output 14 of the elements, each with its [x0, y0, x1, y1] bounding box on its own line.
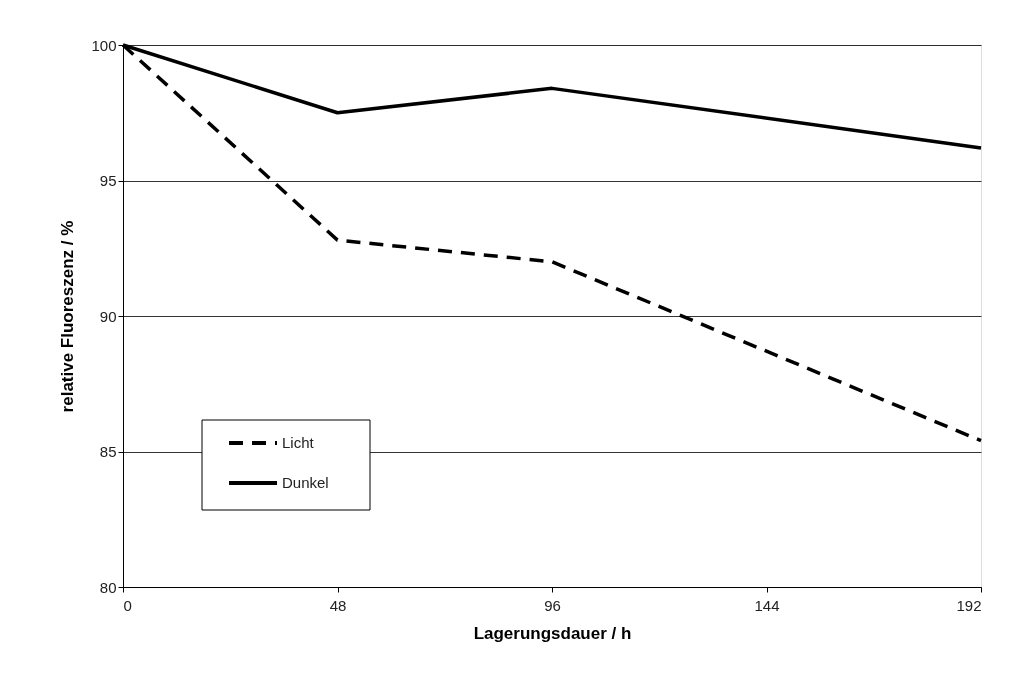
x-axis-title: Lagerungsdauer / h: [473, 623, 632, 643]
legend-label: Dunkel: [282, 474, 329, 491]
y-tick-label: 85: [99, 443, 117, 460]
x-tick-label: 192: [956, 596, 982, 614]
y-tick-label: 90: [99, 307, 117, 325]
x-tick-label: 48: [329, 596, 347, 614]
x-tick-label: 0: [123, 596, 132, 614]
y-axis-title: relative Fluoreszenz / %: [58, 220, 78, 413]
legend-label: Licht: [282, 434, 315, 451]
y-tick-label: 100: [91, 36, 117, 54]
y-tick-label: 80: [99, 578, 117, 596]
x-tick-label: 144: [754, 596, 780, 614]
x-tick-label: 96: [544, 596, 561, 614]
y-tick-label: 95: [99, 172, 117, 189]
